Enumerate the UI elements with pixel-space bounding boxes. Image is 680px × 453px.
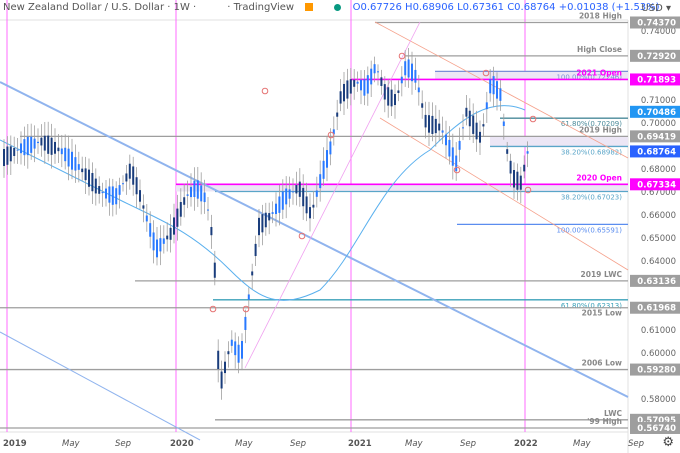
price-tag: 0.57095	[637, 416, 676, 426]
price-tag: 0.63136	[637, 277, 676, 287]
price-tag: 0.61968	[637, 304, 676, 314]
level-label: High Close	[577, 45, 622, 54]
price-tick: 0.58000	[641, 395, 676, 405]
time-tick: May	[405, 439, 424, 449]
time-tick: Sep	[115, 439, 131, 449]
price-tag: 0.74370	[637, 18, 676, 28]
price-tick: 0.74000	[641, 27, 676, 37]
level-label: 100.00%(0.72246)	[556, 73, 622, 81]
time-tick: 2022	[514, 439, 538, 449]
price-tag: 0.69419	[637, 132, 676, 142]
settings-gear-icon[interactable]: ⚙	[662, 435, 674, 450]
time-tick: 2021	[348, 439, 372, 449]
price-tick: 0.65000	[641, 234, 676, 244]
time-tick: Sep	[290, 439, 306, 449]
level-label: 38.20%(0.67023)	[561, 193, 622, 201]
level-label: 2019 LWC	[581, 270, 623, 279]
price-tag: 0.67334	[637, 180, 676, 190]
time-tick: Sep	[628, 439, 644, 449]
price-tick: 0.70000	[641, 119, 676, 129]
time-tick: May	[573, 439, 592, 449]
level-label: 61.80%(0.70209)	[561, 120, 622, 128]
chart-header: New Zealand Dollar / U.S. Dollar · 1W · …	[3, 0, 660, 16]
level-label: 2019 High	[579, 125, 622, 134]
price-tick: 0.60000	[641, 349, 676, 359]
flag-icon[interactable]	[305, 3, 314, 11]
level-label: LWC	[604, 409, 622, 418]
price-tick: 0.64000	[641, 257, 676, 267]
price-tag: 0.70486	[637, 108, 676, 118]
price-tag: 0.68764	[637, 147, 676, 157]
price-tick: 0.68000	[641, 165, 676, 175]
level-label: 2021 Open	[576, 68, 622, 77]
price-tag: 0.59280	[637, 366, 676, 376]
price-tick: 0.66000	[641, 211, 676, 221]
source-label: · TradingView	[227, 2, 295, 13]
level-label: 2020 Open	[576, 173, 622, 182]
level-label: 2015 Low	[582, 309, 622, 318]
time-tick: May	[62, 439, 81, 449]
price-tag: 0.71893	[637, 75, 676, 85]
market-status-icon	[334, 3, 342, 11]
symbol-title: New Zealand Dollar / U.S. Dollar · 1W ·	[3, 2, 197, 13]
time-tick: 2020	[170, 439, 194, 449]
level-label: 100.00%(0.65591)	[556, 226, 622, 234]
price-tag: 0.72920	[637, 52, 676, 62]
ohlc-values: O0.67726 H0.68906 L0.67361 C0.68764 +0.0…	[352, 2, 660, 13]
level-label: 38.20%(0.68982)	[561, 148, 622, 156]
time-tick: 2019	[3, 439, 27, 449]
price-tick: 0.61000	[641, 326, 676, 336]
level-label: 2018 High	[579, 11, 622, 20]
time-tick: Sep	[460, 439, 476, 449]
price-tick: 0.71000	[641, 96, 676, 106]
currency-button[interactable]: USD ▾	[641, 3, 671, 14]
time-tick: May	[235, 439, 254, 449]
level-label: '99 High	[587, 417, 622, 426]
price-tag: 0.56740	[637, 424, 676, 434]
level-label: 2006 Low	[582, 359, 622, 368]
price-tick: 0.67000	[641, 188, 676, 198]
level-label: 61.80%(0.62313)	[561, 302, 622, 310]
